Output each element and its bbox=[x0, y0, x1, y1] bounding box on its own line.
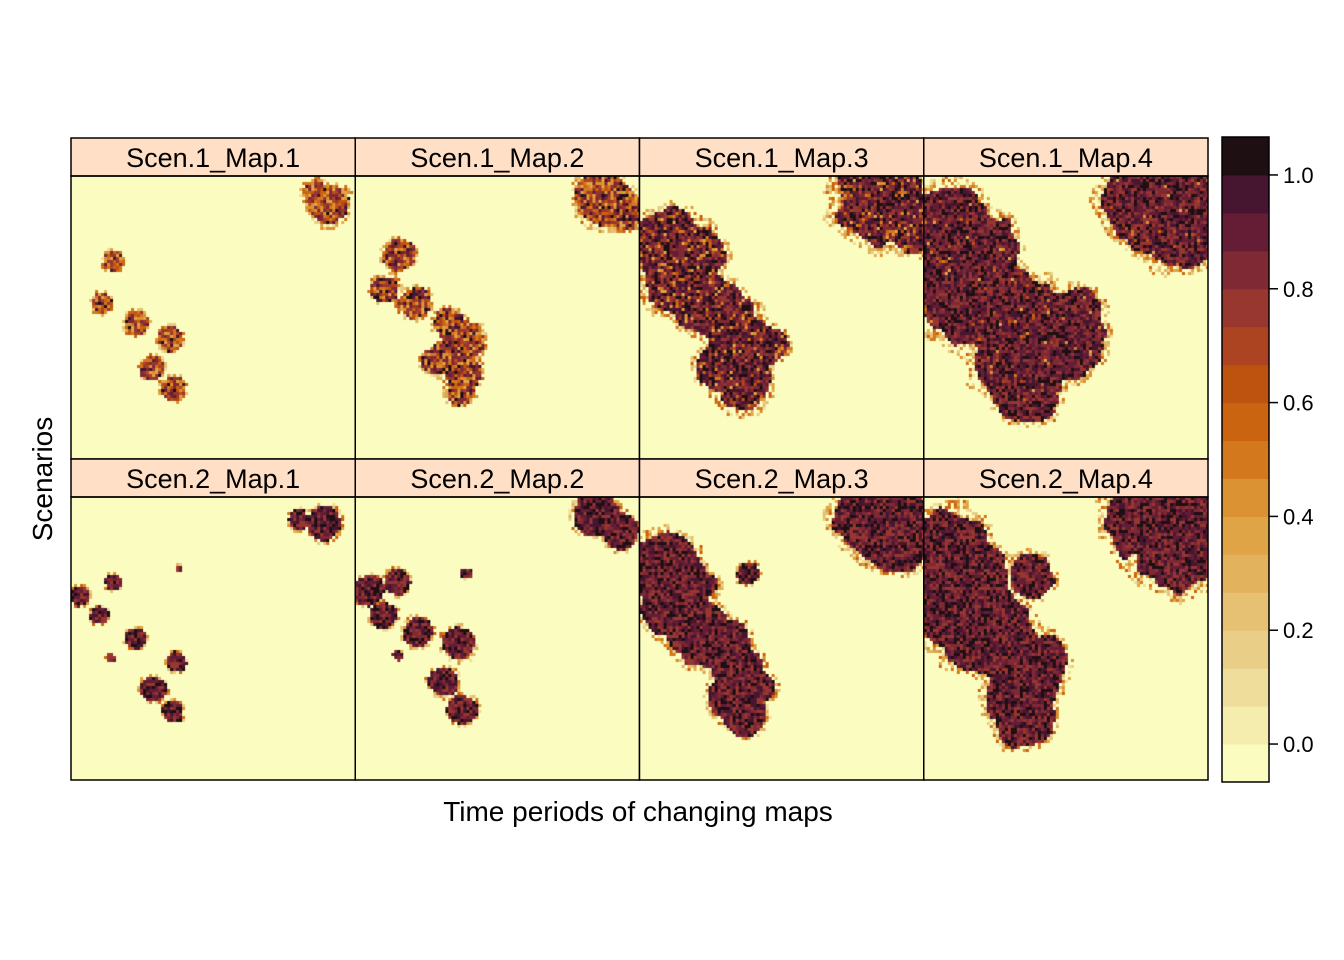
colorbar-level bbox=[1222, 402, 1269, 442]
panel: Scen.1_Map.2 bbox=[354, 137, 641, 460]
panel-label: Scen.1_Map.4 bbox=[979, 143, 1153, 173]
panel: Scen.2_Map.1 bbox=[70, 458, 356, 781]
colorbar-level bbox=[1222, 212, 1269, 252]
heatmap-raster bbox=[639, 497, 924, 780]
colorbar-tick-label: 0.4 bbox=[1283, 504, 1314, 529]
panel: Scen.1_Map.4 bbox=[923, 137, 1209, 460]
colorbar-level bbox=[1222, 516, 1269, 555]
panel: Scen.1_Map.1 bbox=[70, 137, 356, 460]
panel-label: Scen.2_Map.2 bbox=[410, 464, 584, 494]
heatmap-raster bbox=[71, 497, 356, 780]
colorbar-tick-label: 0.8 bbox=[1283, 277, 1314, 302]
heatmap-raster bbox=[923, 497, 1208, 780]
colorbar-level bbox=[1222, 706, 1269, 745]
colorbar-tick-label: 0.6 bbox=[1283, 391, 1314, 416]
colorbar-level bbox=[1222, 250, 1269, 290]
colorbar-level bbox=[1222, 137, 1269, 176]
panels-layer: Scen.1_Map.1 Scen.1_Map.2 Scen.1_Map.3 Scen… bbox=[70, 137, 1209, 781]
colorbar-tick-label: 0.2 bbox=[1283, 618, 1314, 643]
panel-strip bbox=[923, 137, 1209, 177]
panel-strip bbox=[638, 137, 925, 177]
colorbar: 0.0 0.2 0.4 0.6 0.8 1.0 bbox=[1221, 136, 1314, 783]
panel: Scen.2_Map.2 bbox=[354, 458, 641, 781]
panel: Scen.2_Map.4 bbox=[923, 458, 1209, 781]
panel-strip bbox=[70, 137, 356, 177]
colorbar-border bbox=[1221, 136, 1270, 783]
colorbar-level bbox=[1222, 592, 1269, 631]
panel: Scen.2_Map.3 bbox=[638, 458, 925, 781]
panel-label: Scen.2_Map.1 bbox=[126, 464, 300, 494]
colorbar-level bbox=[1222, 288, 1269, 328]
panel-strip bbox=[354, 458, 641, 498]
heatmap-raster bbox=[355, 497, 640, 780]
colorbar-level bbox=[1222, 630, 1269, 669]
panel-strip bbox=[638, 458, 925, 498]
panel-strip bbox=[354, 137, 641, 177]
colorbar-level bbox=[1222, 364, 1269, 404]
colorbar-level bbox=[1222, 478, 1269, 517]
heatmap-raster bbox=[71, 176, 356, 459]
heatmap-raster bbox=[639, 176, 924, 459]
panel-strip bbox=[70, 458, 356, 498]
colorbar-level bbox=[1222, 554, 1269, 593]
colorbar-tick-label: 1.0 bbox=[1283, 163, 1314, 188]
colorbar-level bbox=[1222, 744, 1269, 783]
panel-label: Scen.1_Map.2 bbox=[410, 143, 584, 173]
colorbar-level bbox=[1222, 440, 1269, 479]
panel: Scen.1_Map.3 bbox=[638, 137, 925, 460]
y-axis-label: Scenarios bbox=[27, 417, 58, 542]
heatmap-raster bbox=[355, 176, 640, 459]
panel-border bbox=[923, 496, 1209, 781]
panel-label: Scen.1_Map.3 bbox=[695, 143, 869, 173]
panel-label: Scen.2_Map.4 bbox=[979, 464, 1153, 494]
heatmap-raster bbox=[923, 176, 1208, 459]
colorbar-level bbox=[1222, 668, 1269, 707]
colorbar-tick-label: 0.0 bbox=[1283, 732, 1314, 757]
colorbar-level bbox=[1222, 174, 1269, 214]
panel-label: Scen.2_Map.3 bbox=[695, 464, 869, 494]
x-axis-label: Time periods of changing maps bbox=[443, 796, 833, 827]
panel-strip bbox=[923, 458, 1209, 498]
panel-label: Scen.1_Map.1 bbox=[126, 143, 300, 173]
colorbar-level bbox=[1222, 326, 1269, 366]
